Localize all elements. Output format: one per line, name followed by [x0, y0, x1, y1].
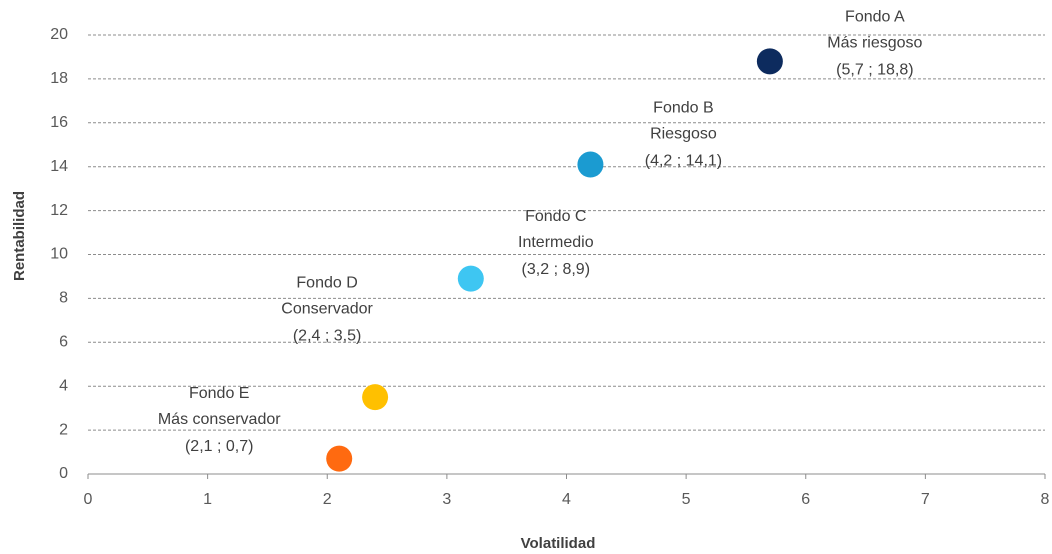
point [362, 384, 389, 411]
x-tick-label: 8 [1041, 491, 1050, 508]
y-tick-label: 2 [59, 421, 68, 438]
y-tick-label: 10 [50, 246, 68, 263]
x-tick-label: 5 [682, 491, 691, 508]
point-name: Fondo C [525, 208, 586, 225]
point-description: Riesgoso [650, 126, 717, 143]
point-description: Conservador [281, 300, 373, 317]
value-label: (2,4 ; 3,5) [293, 327, 361, 344]
value-label: (2,1 ; 0,7) [185, 438, 253, 455]
x-axis-title: Volatilidad [521, 535, 596, 552]
y-tick-label: 16 [50, 114, 68, 131]
point-description: Intermedio [518, 234, 594, 251]
point-description: Más conservador [158, 411, 281, 428]
y-tick-label: 14 [50, 158, 68, 175]
x-tick-label: 1 [203, 491, 212, 508]
x-tick-label: 4 [562, 491, 571, 508]
x-tick-label: 0 [84, 491, 93, 508]
value-label: (4,2 ; 14,1) [645, 153, 722, 170]
x-tick-label: 3 [442, 491, 451, 508]
point [756, 48, 783, 75]
value-label: (5,7 ; 18,8) [836, 62, 913, 79]
y-tick-label: 4 [59, 377, 68, 394]
x-tick-label: 2 [323, 491, 332, 508]
point-name: Fondo A [845, 9, 905, 26]
point [326, 445, 353, 472]
point-name: Fondo B [653, 100, 713, 117]
y-tick-label: 0 [59, 465, 68, 482]
y-tick-label: 18 [50, 70, 68, 87]
point-name: Fondo D [296, 274, 357, 291]
y-tick-label: 6 [59, 334, 68, 351]
y-tick-label: 12 [50, 202, 68, 219]
point [577, 151, 604, 178]
x-tick-label: 7 [921, 491, 930, 508]
point-description: Más riesgoso [827, 35, 922, 52]
point [457, 265, 484, 292]
y-axis-title: Rentabilidad [11, 191, 28, 281]
point-name: Fondo E [189, 385, 249, 402]
x-tick-label: 6 [801, 491, 810, 508]
value-label: (3,2 ; 8,9) [522, 261, 590, 278]
y-tick-label: 20 [50, 26, 68, 43]
y-tick-label: 8 [59, 290, 68, 307]
